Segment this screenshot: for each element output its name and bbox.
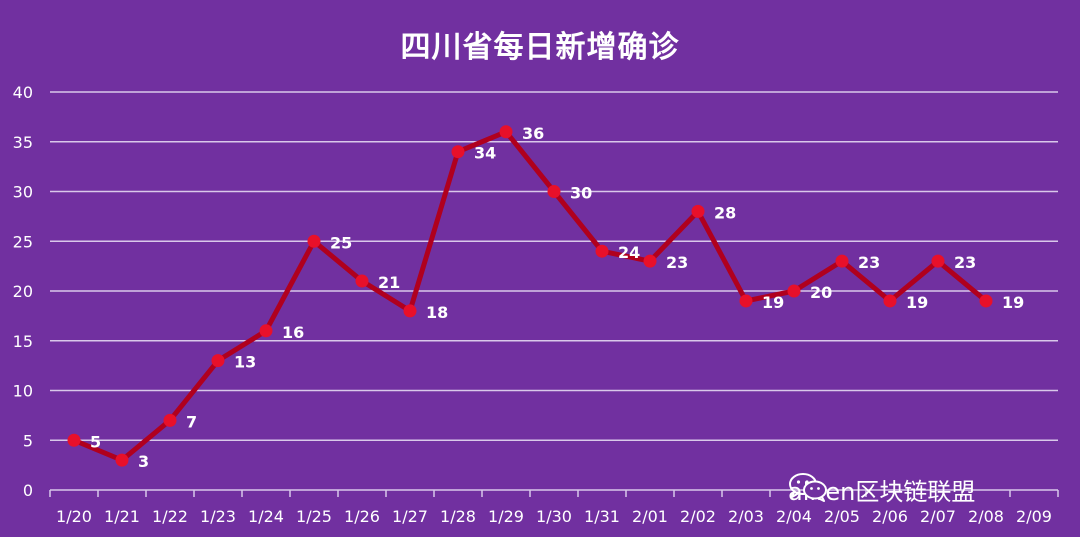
data-point (163, 413, 177, 427)
data-point (739, 294, 753, 308)
y-axis: 0 5 10 15 20 25 30 35 40 (13, 83, 33, 500)
data-point (451, 145, 465, 159)
series-line (73, 129, 988, 463)
data-point (115, 453, 129, 467)
data-label: 5 (90, 432, 101, 451)
data-point (547, 185, 561, 198)
x-tick-label: 1/25 (296, 507, 332, 526)
data-label: 20 (810, 283, 832, 302)
y-tick-label: 40 (13, 83, 33, 102)
x-tick-label: 1/31 (584, 507, 620, 526)
x-tick-label: 1/28 (440, 507, 476, 526)
x-tick-label: 2/01 (632, 507, 668, 526)
x-tick-label: 2/05 (824, 507, 860, 526)
data-point (499, 125, 513, 139)
data-label: 19 (906, 293, 928, 312)
y-tick-label: 15 (13, 332, 33, 351)
data-label: 3 (138, 452, 149, 471)
data-point (355, 274, 369, 288)
x-tick-label: 1/26 (344, 507, 380, 526)
x-tick-label: 1/21 (104, 507, 140, 526)
data-label: 16 (282, 323, 304, 342)
x-tick-label: 1/30 (536, 507, 572, 526)
chart-title: 四川省每日新增确诊 (400, 30, 680, 65)
y-tick-label: 10 (13, 382, 33, 401)
data-label: 19 (762, 293, 784, 312)
data-label: 25 (330, 233, 352, 252)
data-label: 24 (618, 243, 640, 262)
y-tick-label: 20 (13, 282, 33, 301)
data-label: 21 (378, 273, 400, 292)
data-label: 28 (714, 203, 736, 222)
data-label: 13 (234, 353, 256, 372)
x-tick-label: 1/22 (152, 507, 188, 526)
data-label: 23 (666, 253, 688, 272)
data-point (211, 354, 225, 368)
x-tick-label: 2/09 (1016, 507, 1052, 526)
y-tick-label: 5 (23, 431, 33, 450)
x-axis: 1/20 1/21 1/22 1/23 1/24 1/25 1/26 1/27 1/28 1/29… (49, 489, 1059, 526)
data-label: 7 (186, 412, 197, 431)
x-tick-label: 2/04 (776, 507, 812, 526)
data-labels: 5 3 7 13 16 25 21 18 34 36 30 24 23 28 19 20 23 19 23 19 (90, 124, 1024, 471)
data-label: 34 (474, 144, 496, 163)
data-label: 30 (570, 184, 592, 203)
x-tick-label: 2/03 (728, 507, 764, 526)
y-tick-label: 25 (13, 232, 33, 251)
series-markers (67, 125, 993, 467)
data-label: 19 (1002, 293, 1024, 312)
data-point (595, 244, 609, 258)
x-tick-label: 1/27 (392, 507, 428, 526)
data-point (67, 433, 81, 447)
data-label: 36 (522, 124, 544, 143)
data-point (259, 324, 273, 338)
y-tick-label: 0 (23, 481, 33, 500)
data-point (835, 254, 849, 268)
x-tick-label: 2/08 (968, 507, 1004, 526)
data-label: 23 (858, 253, 880, 272)
gridlines (50, 91, 1058, 441)
x-tick-label: 2/07 (920, 507, 956, 526)
data-label: 23 (954, 253, 976, 272)
data-point (403, 304, 417, 318)
data-point (691, 204, 705, 218)
x-tick-label: 1/24 (248, 507, 284, 526)
data-point (643, 254, 657, 268)
data-point (931, 254, 945, 268)
wechat-icon (789, 473, 827, 502)
y-tick-label: 30 (13, 183, 33, 202)
x-tick-label: 1/20 (56, 507, 92, 526)
watermark: aliren区块链联盟 (788, 472, 975, 506)
series-polyline (73, 129, 988, 463)
data-point (787, 284, 801, 298)
data-point (883, 294, 897, 308)
x-tick-label: 1/23 (200, 507, 236, 526)
x-tick-label: 2/06 (872, 507, 908, 526)
x-tick-label: 1/29 (488, 507, 524, 526)
x-tick-label: 2/02 (680, 507, 716, 526)
data-point (307, 234, 321, 248)
y-tick-label: 35 (13, 133, 33, 152)
data-point (979, 294, 993, 308)
data-label: 18 (426, 303, 448, 322)
